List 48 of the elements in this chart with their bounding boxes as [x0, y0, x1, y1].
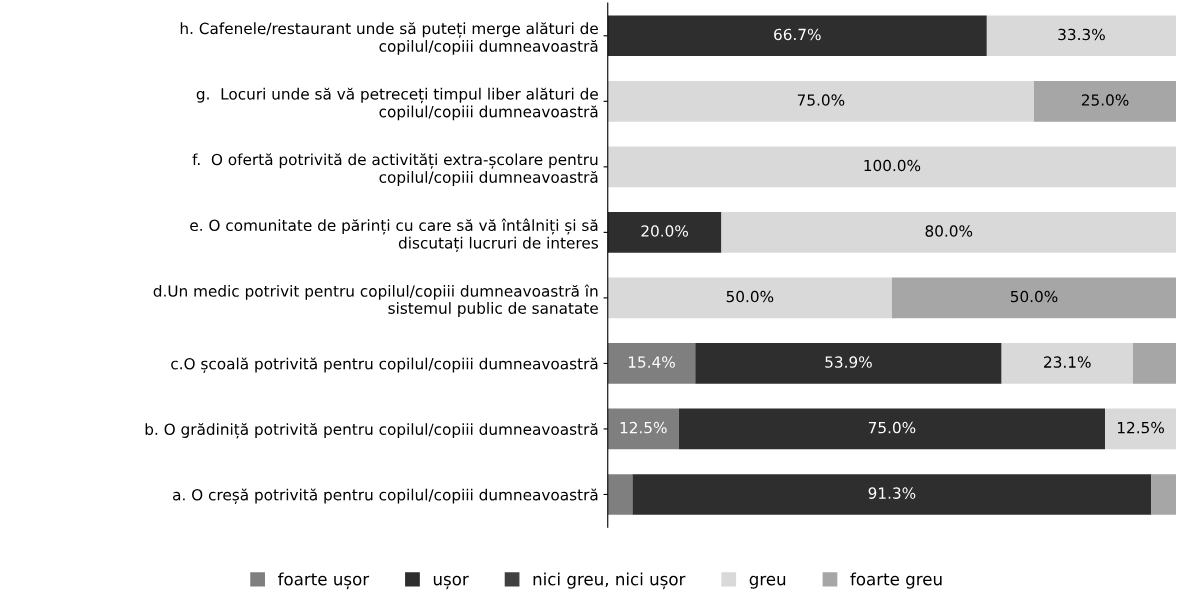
bar [986, 15, 1177, 57]
bar [1001, 343, 1133, 384]
bar [1105, 408, 1177, 450]
legend-label: nici greu, nici ușor [533, 572, 686, 590]
data-label: 75.0% [797, 94, 845, 106]
legend-label: foarte ușor [278, 572, 370, 590]
legend-label: greu [749, 575, 786, 589]
data-label: 66.7% [774, 28, 821, 41]
bar [607, 81, 1034, 122]
bar [607, 212, 722, 253]
bar [607, 15, 987, 57]
y-tick-label: c.O școală potrivită pentru copilul/copiii dumneavoastră [171, 357, 598, 373]
y-tick-label: a. O creșă potrivită pentru copilul/copiii dumneavoastră [173, 488, 598, 504]
data-label: 12.5% [1117, 421, 1164, 434]
data-label: 33.3% [1058, 28, 1105, 41]
data-label: 20.0% [641, 225, 688, 237]
data-label: 80.0% [925, 225, 973, 237]
bar [632, 474, 1152, 515]
bar [1034, 81, 1177, 122]
y-tick-label: g. Locuri unde să vă petreceți timpul liber alături de copilul/copiii dumneavoastră [196, 87, 598, 121]
bar [891, 277, 1177, 319]
bar [607, 408, 679, 450]
data-label: 25.0% [1081, 94, 1129, 106]
bar [607, 474, 633, 515]
y-tick-label: e. O comunitate de părinți cu care să vă întâlniți și să discutați lucruri de interes [190, 218, 598, 253]
bar [607, 146, 1177, 188]
y-tick-label: b. O grădiniță potrivită pentru copilul/copiii dumneavoastră [145, 423, 598, 439]
y-tick-label: h. Cafenele/restaurant unde să puteți merge alături de copilul/copiii dumneavoastră [180, 22, 598, 55]
data-label: 12.5% [620, 421, 667, 434]
data-label: 75.0% [868, 421, 916, 434]
bar [1132, 343, 1177, 384]
bar [678, 408, 1106, 450]
bar [721, 212, 1177, 253]
data-label: 23.1% [1044, 356, 1091, 368]
y-tick-label: d.Un medic potrivit pentru copilul/copiii dumneavoastră în sistemul public de sanatate [153, 284, 598, 317]
data-label: 15.4% [628, 356, 675, 368]
bar [607, 277, 892, 319]
data-label: 53.9% [825, 356, 872, 368]
bar [695, 343, 1002, 384]
legend-label: foarte greu [850, 572, 942, 589]
data-label: 100.0% [864, 159, 921, 172]
bar [607, 343, 696, 384]
bar [1151, 474, 1177, 515]
legend-label: ușor [433, 575, 469, 590]
data-label: 91.3% [868, 487, 916, 499]
data-label: 50.0% [1010, 290, 1058, 303]
data-label: 50.0% [726, 290, 774, 303]
y-tick-label: f. O ofertă potrivită de activități extra-școlare pentru copilul/copiii dumneavoastră [192, 153, 598, 186]
